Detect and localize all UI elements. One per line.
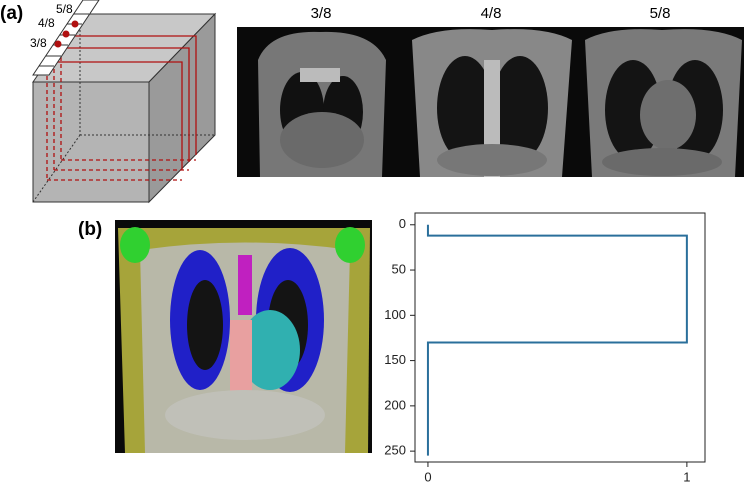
hidden-edges <box>32 14 215 203</box>
ct-slice <box>412 29 572 177</box>
y-tick-label: 50 <box>392 261 406 276</box>
x-tick-label: 1 <box>683 469 690 484</box>
data-line <box>426 224 688 456</box>
plot-frame <box>414 212 706 463</box>
panel-label: (b) <box>78 219 102 240</box>
y-tick-label: 200 <box>384 397 406 412</box>
ct-slice <box>258 31 386 177</box>
slice-dot <box>71 20 79 28</box>
y-tick-label: 150 <box>384 352 406 367</box>
image-title: 4/8 <box>481 5 502 22</box>
slice-dot <box>54 40 62 48</box>
image-title: 5/8 <box>650 5 671 22</box>
panel-label: (a) <box>0 3 23 24</box>
ct-slice <box>585 29 742 177</box>
cube-front <box>32 81 150 203</box>
y-tick-label: 250 <box>384 443 406 458</box>
slice-lines <box>46 35 197 181</box>
line-chart: 0 50 100 150 200 250 0 1 <box>384 216 690 484</box>
cube-label: 3/8 <box>30 36 47 50</box>
cube-label: 4/8 <box>38 16 55 30</box>
slice-dot <box>62 30 70 38</box>
cube-diagram <box>32 0 217 204</box>
y-tick-label: 0 <box>399 216 406 231</box>
cube-label: 5/8 <box>56 2 73 16</box>
x-tick-label: 0 <box>424 469 431 484</box>
segmentation-image <box>115 220 372 453</box>
y-tick-label: 100 <box>384 307 406 322</box>
image-title: 3/8 <box>311 5 332 22</box>
